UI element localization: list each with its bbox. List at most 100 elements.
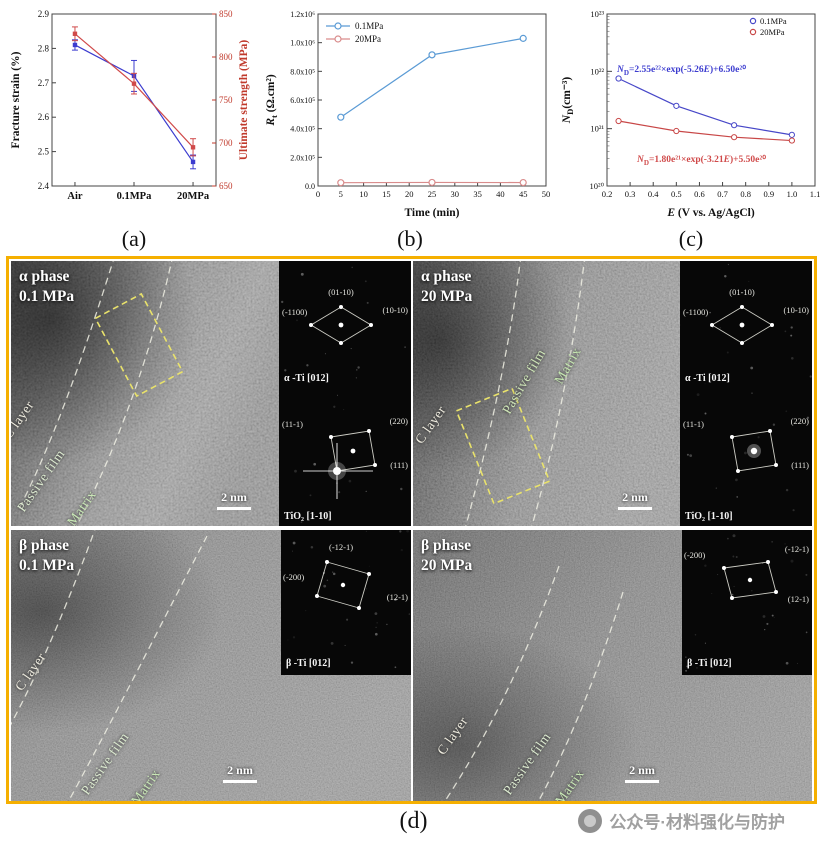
watermark: 公众号·材料强化与防护: [578, 808, 785, 833]
scale-bar-line: [618, 507, 652, 510]
tem-panel-beta-20mpa: β phase 20 MPa C layer Passive film Matr…: [413, 530, 812, 801]
svg-text:0.1MPa: 0.1MPa: [760, 16, 787, 26]
svg-text:6.0x10⁵: 6.0x10⁵: [290, 96, 315, 105]
inset-caption: TiO₂ [1-10]: [284, 511, 332, 522]
svg-text:Fracture strain (%): Fracture strain (%): [10, 51, 22, 148]
phase-label: β phase 0.1 MPa: [19, 537, 75, 575]
svg-text:4.0x10⁵: 4.0x10⁵: [290, 125, 315, 134]
svg-text:Rt (Ω.cm²): Rt (Ω.cm²): [265, 74, 279, 126]
svg-text:E (V vs. Ag/AgCl): E (V vs. Ag/AgCl): [666, 207, 754, 219]
svg-text:2.5: 2.5: [38, 147, 50, 157]
panel-a-label: (a): [121, 226, 147, 251]
panel-b-label: (b): [397, 226, 423, 251]
inset-caption: β -Ti [012]: [687, 658, 732, 669]
svg-text:45: 45: [519, 189, 528, 199]
svg-text:35: 35: [473, 189, 482, 199]
panel-d-label: (d): [399, 808, 428, 834]
spot-label: (10-10): [784, 305, 810, 315]
svg-text:10²¹: 10²¹: [590, 124, 604, 134]
svg-text:0.1MPa: 0.1MPa: [355, 21, 383, 31]
spot-label: (11-1): [683, 419, 704, 429]
svg-text:2.8: 2.8: [38, 43, 50, 53]
svg-text:2.9: 2.9: [38, 9, 50, 19]
svg-text:2.4: 2.4: [38, 181, 50, 191]
svg-text:25: 25: [428, 189, 437, 199]
scale-bar: 2 nm: [625, 763, 659, 783]
svg-text:10²²: 10²²: [590, 66, 604, 76]
tem-texture: [11, 261, 279, 526]
spot-label: (220): [791, 416, 810, 426]
svg-text:700: 700: [219, 138, 233, 148]
spot-label: (-1100): [282, 307, 307, 317]
scale-bar: 2 nm: [618, 490, 652, 510]
svg-text:0.3: 0.3: [625, 189, 636, 199]
spot-label: (12-1): [387, 592, 408, 602]
svg-text:5: 5: [339, 189, 343, 199]
svg-text:20MPa: 20MPa: [355, 34, 381, 44]
panel-d-box: α phase 0.1 MPa C layer Passive film Mat…: [6, 256, 817, 804]
svg-text:0.5: 0.5: [671, 189, 682, 199]
svg-text:0.6: 0.6: [694, 189, 705, 199]
svg-text:2.7: 2.7: [38, 78, 50, 88]
panel-c: 0.2 0.3 0.4 0.5 0.6 0.7 0.8 0.9 1.0 1.1 10²⁰ 10²¹ 10…: [557, 2, 825, 252]
spot-label: (01-10): [729, 287, 755, 297]
svg-text:50: 50: [542, 189, 551, 199]
svg-text:40: 40: [496, 189, 505, 199]
svg-text:2.6: 2.6: [38, 112, 50, 122]
spot-label: (11-1): [282, 419, 303, 429]
spot-label: (-200): [283, 572, 304, 582]
panel-b: 0 5 10 15 20 25 30 35 40 45 50 0.0 2.0x10⁵ 4.0x10⁵ 6.0…: [260, 2, 560, 252]
svg-text:ND=2.55e²²×exp(-5.26E)+6.50e²⁰: ND=2.55e²²×exp(-5.26E)+6.50e²⁰: [616, 64, 746, 77]
panel-a: 2.4 2.5 2.6 2.7 2.8 2.9 650 700 750 800 850 Air 0.1M…: [6, 2, 262, 252]
phase-label: β phase 20 MPa: [421, 537, 473, 575]
diffraction-inset: (01-10) (-1100) (10-10) α -Ti [012] (11-…: [279, 261, 411, 526]
svg-text:650: 650: [219, 181, 233, 191]
svg-text:Ultimate strength (MPa): Ultimate strength (MPa): [238, 40, 250, 161]
scale-bar-line: [625, 780, 659, 783]
svg-text:Air: Air: [67, 191, 83, 202]
tem-panel-alpha-20mpa: α phase 20 MPa C layer Passive film Matr…: [413, 261, 812, 526]
tem-micrograph: α phase 0.1 MPa C layer Passive film Mat…: [11, 261, 279, 526]
svg-text:800: 800: [219, 52, 233, 62]
scale-bar-line: [217, 507, 251, 510]
diffraction-cell-alpha-ti: [710, 305, 774, 345]
diffraction-cell-beta-ti: [722, 560, 778, 600]
inset-caption: α -Ti [012]: [284, 373, 329, 384]
svg-text:20MPa: 20MPa: [760, 27, 785, 37]
inset-caption: β -Ti [012]: [286, 658, 331, 669]
scale-bar-line: [223, 780, 257, 783]
svg-text:20MPa: 20MPa: [177, 191, 210, 202]
diffraction-inset: (-200) (-12-1) (12-1) β -Ti [012]: [682, 530, 812, 675]
svg-text:10²⁰: 10²⁰: [590, 181, 605, 191]
svg-text:30: 30: [451, 189, 460, 199]
spot-label: (111): [390, 460, 408, 470]
svg-text:1.0: 1.0: [787, 189, 798, 199]
svg-text:0.7: 0.7: [717, 189, 728, 199]
svg-text:ND=1.80e²¹×exp(-3.21E)+5.50e²⁰: ND=1.80e²¹×exp(-3.21E)+5.50e²⁰: [636, 154, 766, 167]
svg-text:0.2: 0.2: [602, 189, 613, 199]
svg-text:8.0x10⁵: 8.0x10⁵: [290, 67, 315, 76]
bright-spot-starburst: [303, 443, 373, 499]
scale-bar: 2 nm: [223, 763, 257, 783]
svg-text:850: 850: [219, 9, 233, 19]
svg-text:0.1MPa: 0.1MPa: [117, 191, 152, 202]
spot-label: (-1100): [683, 307, 708, 317]
spot-label: (-12-1): [785, 544, 809, 554]
svg-text:0.8: 0.8: [740, 189, 751, 199]
roi-rectangle: [94, 292, 184, 398]
svg-text:0.0: 0.0: [305, 182, 315, 191]
svg-text:1.1: 1.1: [810, 189, 821, 199]
svg-text:750: 750: [219, 95, 233, 105]
scale-bar: 2 nm: [217, 490, 251, 510]
chart-c-plot: 0.2 0.3 0.4 0.5 0.6 0.7 0.8 0.9 1.0 1.1 10²⁰ 10²¹ 10…: [561, 9, 821, 219]
spot-label: (12-1): [788, 594, 809, 604]
svg-text:2.0x10⁵: 2.0x10⁵: [290, 153, 315, 162]
diffraction-cell-tio2: [730, 429, 778, 473]
svg-text:Time (min): Time (min): [404, 207, 459, 219]
svg-text:10²³: 10²³: [590, 9, 604, 19]
watermark-text: 公众号·材料强化与防护: [609, 813, 785, 832]
diffraction-cell-beta-ti: [315, 560, 371, 610]
svg-text:0.4: 0.4: [648, 189, 659, 199]
tem-micrograph: α phase 20 MPa C layer Passive film Matr…: [413, 261, 680, 526]
